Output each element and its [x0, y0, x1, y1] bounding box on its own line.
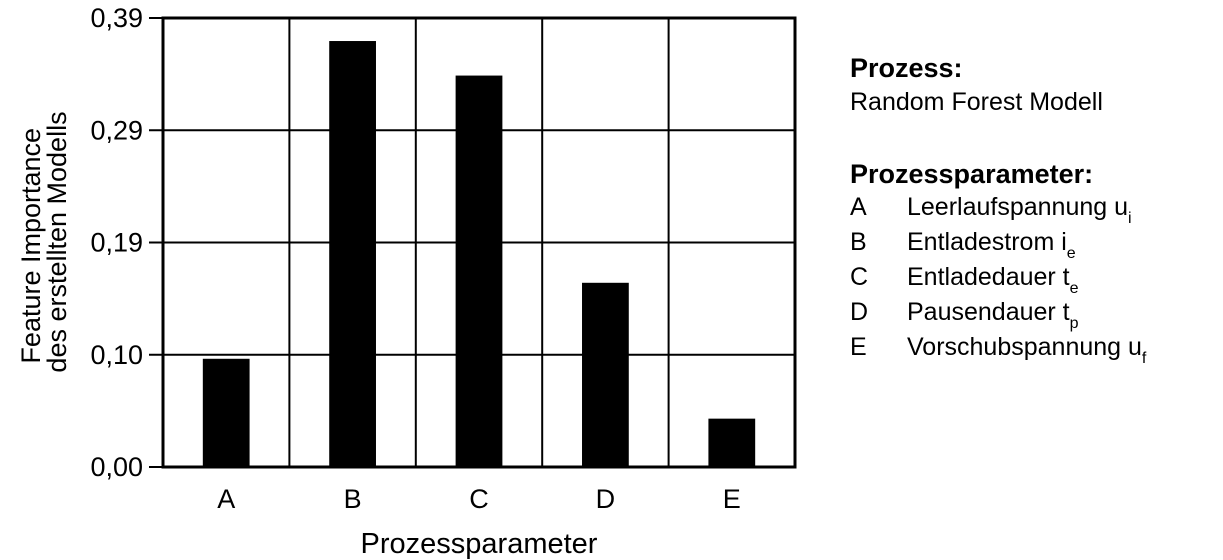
legend-item-subscript: e: [1066, 245, 1076, 262]
y-tick-label: 0,39: [90, 3, 143, 33]
x-axis-ticks: A B C D E: [217, 484, 741, 514]
bar-B: [329, 41, 376, 468]
bar-E: [708, 418, 756, 467]
y-axis-label-line-1: Feature Importance: [16, 128, 46, 364]
x-tick-label: B: [344, 484, 362, 514]
y-axis-label: Feature Importance des erstellten Modell…: [16, 111, 72, 372]
legend-item-label: Pausendauer t: [907, 298, 1070, 326]
parameters-heading: Prozessparameter:: [850, 159, 1094, 189]
legend-item-key: B: [850, 228, 867, 256]
x-tick-label: A: [217, 484, 235, 514]
legend-item-label: Vorschubspannung u: [907, 333, 1142, 361]
legend-item-label: Entladestrom i: [907, 228, 1067, 256]
bar-D: [582, 282, 629, 467]
feature-importance-chart: 0,00 0,10 0,19 0,29 0,39 A B C D E Prozessparame…: [16, 3, 797, 560]
x-tick-label: E: [723, 484, 741, 514]
legend-item-C: C Entladedauer te: [850, 260, 1220, 297]
legend-item-key: E: [850, 333, 867, 361]
y-tick-label: 0,29: [90, 115, 143, 145]
legend-item-label: Entladedauer t: [907, 263, 1070, 291]
legend-panel: Prozess: Random Forest Modell Prozesspar…: [850, 52, 1220, 367]
x-tick-label: C: [469, 484, 489, 514]
legend-item-key: D: [850, 298, 869, 326]
legend-item-A: A Leerlaufspannung ui: [850, 190, 1220, 227]
legend-item-E: E Vorschubspannung uf: [850, 330, 1220, 367]
legend-item-subscript: p: [1069, 315, 1079, 332]
y-axis-label-line-2: des erstellten Modells: [42, 111, 72, 372]
legend-item-key: A: [850, 193, 867, 221]
x-axis-label: Prozessparameter: [361, 528, 598, 560]
legend-item-label: Leerlaufspannung u: [907, 193, 1129, 221]
process-heading: Prozess:: [850, 53, 963, 83]
legend-item-subscript: e: [1069, 280, 1079, 297]
legend-item-D: D Pausendauer tp: [850, 295, 1220, 332]
legend-item-key: C: [850, 263, 869, 291]
legend-item-subscript: f: [1141, 350, 1147, 367]
y-tick-label: 0,10: [90, 340, 143, 370]
bars: [202, 41, 756, 468]
bar-C: [455, 75, 503, 468]
y-tick-label: 0,00: [90, 452, 143, 482]
legend-item-B: B Entladestrom ie: [850, 225, 1220, 262]
process-value: Random Forest Modell: [850, 88, 1103, 116]
legend-item-subscript: i: [1128, 210, 1132, 227]
bar-A: [202, 358, 250, 467]
parameter-list: A Leerlaufspannung ui B Entladestrom ie C Ent…: [850, 190, 1220, 367]
y-axis-ticks: 0,00 0,10 0,19 0,29 0,39: [90, 3, 163, 482]
x-tick-label: D: [596, 484, 616, 514]
y-tick-label: 0,19: [90, 228, 143, 258]
